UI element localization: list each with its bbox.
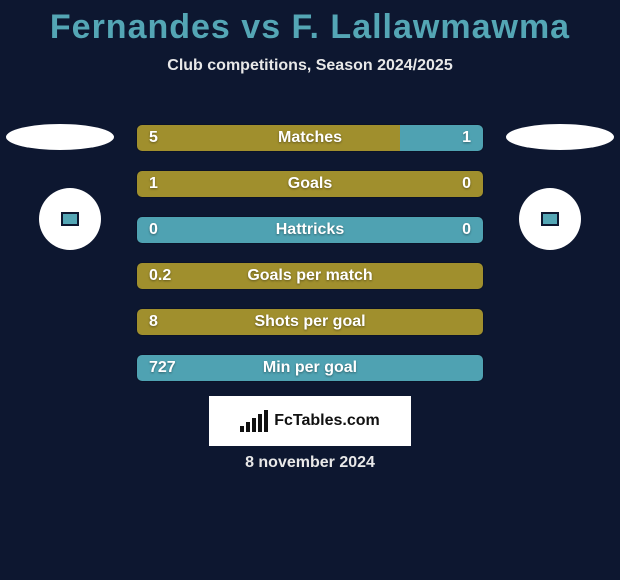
footer-date: 8 november 2024: [0, 454, 620, 472]
stat-row: 00Hattricks: [136, 216, 484, 244]
stat-label: Goals per match: [137, 263, 483, 289]
site-logo-text: FcTables.com: [274, 412, 380, 430]
stat-label: Shots per goal: [137, 309, 483, 335]
site-logo: FcTables.com: [209, 396, 411, 446]
stat-row: 10Goals: [136, 170, 484, 198]
player-left-badge-icon: [61, 212, 79, 226]
player-left-badge: [39, 188, 101, 250]
player-right-badge: [519, 188, 581, 250]
stat-row: 8Shots per goal: [136, 308, 484, 336]
stat-row: 51Matches: [136, 124, 484, 152]
stat-label: Goals: [137, 171, 483, 197]
stat-label: Hattricks: [137, 217, 483, 243]
stat-label: Min per goal: [137, 355, 483, 381]
stat-row: 727Min per goal: [136, 354, 484, 382]
stat-label: Matches: [137, 125, 483, 151]
stat-row: 0.2Goals per match: [136, 262, 484, 290]
player-left-ellipse: [6, 124, 114, 150]
logo-bars-icon: [240, 410, 268, 432]
player-right-badge-icon: [541, 212, 559, 226]
comparison-bars: 51Matches 10Goals 00Hattricks 0.2Goals per …: [136, 124, 484, 400]
page-title: Fernandes vs F. Lallawmawma: [0, 0, 620, 47]
page-subtitle: Club competitions, Season 2024/2025: [0, 57, 620, 75]
player-right-ellipse: [506, 124, 614, 150]
